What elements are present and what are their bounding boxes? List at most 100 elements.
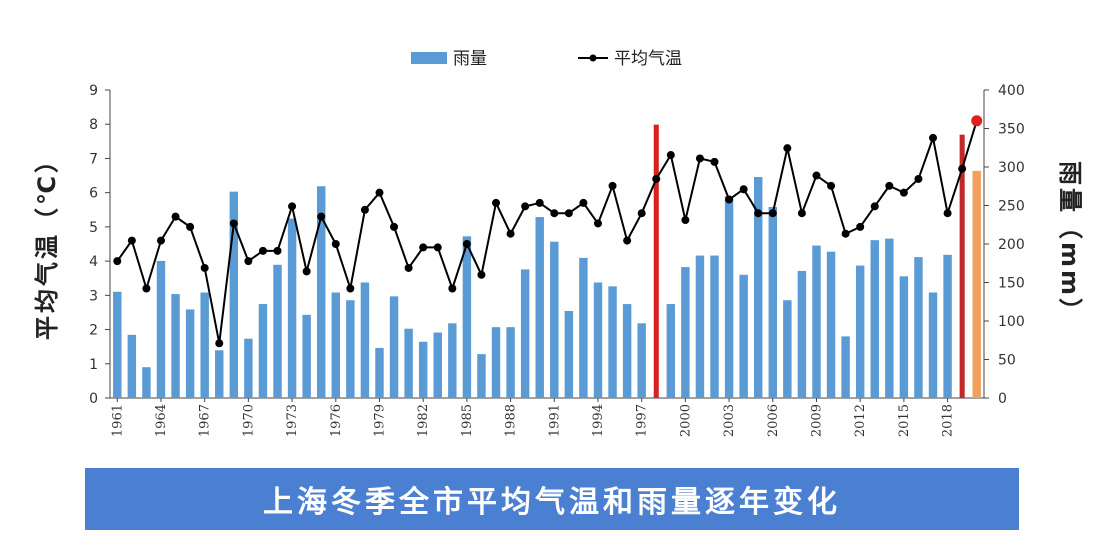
temperature-point [477,270,486,279]
rain-bar [346,300,355,398]
y-left-tick-label: 8 [89,117,98,133]
temperature-point [623,236,632,245]
rain-bar [273,264,282,398]
x-tick-label: 2015 [897,404,912,437]
rain-bar [448,323,457,398]
y-left-tick-label: 4 [89,254,98,270]
temperature-point [288,202,297,211]
y-left-tick-label: 3 [89,288,98,304]
temperature-point [579,198,588,207]
rain-bar [943,254,952,398]
rain-bar [593,282,603,398]
temperature-point [258,246,267,255]
temperature-point [710,157,719,166]
temperature-point [302,267,311,276]
temperature-point [971,115,983,127]
y-left-tick-label: 2 [89,323,98,339]
temperature-point [652,174,661,183]
rain-bar [156,260,166,398]
y-left-tick-label: 6 [89,186,98,202]
temperature-point [317,212,326,221]
rain-bar [316,186,326,398]
rain-bar [666,304,676,398]
temperature-point [186,222,195,231]
legend-temp-label: 平均气温 [614,49,682,69]
rain-bar [841,336,850,398]
temperature-point [812,171,821,180]
y-right-tick-label: 50 [998,353,1016,369]
rain-bar [404,328,413,398]
rain-bar [564,310,574,398]
rain-bar [142,367,151,398]
rain-bar [491,327,501,398]
rain-bar [855,265,865,398]
temperature-point [433,243,442,252]
temperature-point [754,209,763,218]
rain-bar [375,347,384,398]
rain-bar [535,217,544,398]
temperature-point [521,202,530,211]
temperature-point [346,284,355,293]
rain-bar [637,323,646,398]
x-tick-label: 2009 [809,404,824,437]
x-tick-label: 2012 [853,404,868,437]
temperature-point [608,181,617,190]
rain-bar [724,196,734,398]
temperature-point [113,257,122,266]
temperature-point [870,202,879,211]
x-tick-label: 1991 [547,404,562,437]
x-tick-label: 1979 [372,404,387,437]
temperature-point [360,205,369,214]
temperature-point [827,181,836,190]
y-right-tick-label: 250 [998,199,1025,215]
rain-bar [710,255,719,398]
x-tick-label: 1997 [635,404,650,437]
temperature-point [492,198,501,207]
x-tick-label: 1988 [504,404,519,437]
rain-bar [113,291,122,398]
temperature-point [462,240,471,248]
rain-bar [579,257,588,398]
x-tick-label: 1985 [460,404,475,437]
rain-bar [127,334,137,398]
rain-bar [550,241,559,398]
temperature-point [637,209,646,218]
rain-bar [520,269,530,398]
rain-bar [885,238,894,398]
title-banner: 上海冬季全市平均气温和雨量逐年变化 [85,468,1019,530]
rain-bar [287,218,297,398]
rain-bar [899,276,909,398]
rain-bar [928,292,938,398]
temperature-point [783,144,792,153]
temperature-point [375,188,384,197]
temperature-point [797,209,806,218]
legend: 雨量 平均气温 [411,49,682,69]
rain-bar [215,350,224,398]
rain-bar [753,177,763,398]
temperature-point [142,284,151,293]
x-tick-label: 2003 [722,404,737,437]
rain-bar [870,240,879,398]
rain-bar [418,341,428,398]
plot-area: 0 1 2 3 4 5 6 7 8 9 0 50 100 150 200 250 300 350 400 1961 19… [89,83,1025,437]
y-right-title: 雨量（mm） [1056,161,1084,325]
legend-temp-marker [589,54,597,62]
rain-bar [972,170,981,398]
legend-rain-label: 雨量 [453,49,487,69]
temperature-point [885,181,894,190]
rain-bar [653,124,659,399]
temperature-point [681,216,690,225]
rain-bar [783,300,792,398]
temperature-point [550,209,559,218]
rain-bar [506,327,515,398]
temperature-point [404,263,413,272]
x-tick-label: 1994 [591,404,606,437]
temperature-point [127,236,136,245]
x-tick-label: 1982 [416,404,431,437]
rain-bar [229,191,239,398]
y-right-tick-label: 100 [998,314,1025,330]
temperature-point [229,219,238,228]
temperature-point [273,246,282,255]
y-left-tick-label: 9 [89,83,98,99]
rain-bar [244,338,253,398]
